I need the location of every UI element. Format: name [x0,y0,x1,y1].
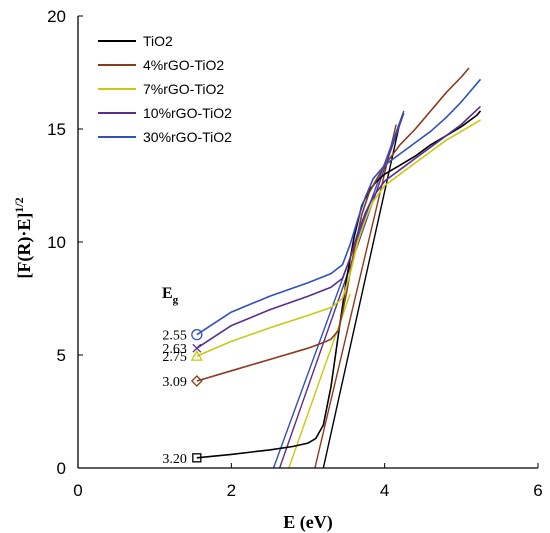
fit-line [278,112,405,469]
eg-marker [190,349,203,361]
y-axis-label: [F(R)·E]1/2 [12,197,35,278]
series-line [196,67,470,382]
y-axis-label-superscript: 1/2 [12,197,26,212]
legend-label: TiO2 [143,33,173,49]
x-tick-label: 6 [533,481,542,500]
legend-label: 30%rGO-TiO2 [143,129,232,145]
legend-label: 7%rGO-TiO2 [143,81,224,97]
eg-marker [191,329,203,341]
y-tick-label: 0 [57,459,66,478]
eg-value-label: 2.55 [162,329,187,344]
eg-value-label: 3.20 [162,452,187,467]
eg-value-label: 2.75 [162,350,187,365]
eg-markers: 3.20 3.09 2.752.632.55 [162,329,203,467]
eg-heading: Eg [162,285,179,306]
series-line [196,119,481,357]
eg-heading-subscript: g [173,294,179,306]
series-line [196,110,482,459]
legend-label: 10%rGO-TiO2 [143,105,232,121]
y-tick-label: 20 [47,7,66,26]
fit-line [314,124,397,469]
legend-label: 4%rGO-TiO2 [143,57,224,73]
x-tick-label: 4 [380,481,389,500]
eg-value-label: 3.09 [162,375,187,390]
x-tick-label: 2 [227,481,236,500]
eg-marker [190,375,203,387]
tick-labels: 0 2 4 6 0 5 10 15 20 [47,7,543,500]
eg-value-label: 2.63 [162,342,187,357]
x-tick-label: 0 [73,481,82,500]
series-line [196,78,482,336]
x-axis-label: E (eV) [283,512,332,533]
y-tick-label: 5 [57,346,66,365]
series-line [196,105,482,349]
y-tick-label: 10 [47,233,66,252]
y-tick-label: 15 [47,120,66,139]
fit-line [322,122,401,469]
eg-marker [192,343,202,353]
y-axis-label-main: [F(R)·E] [14,213,35,279]
eg-marker [192,453,202,463]
legend: TiO2 4%rGO-TiO2 7%rGO-TiO2 10%rGO-TiO2 30%rG… [98,33,232,145]
eg-heading-symbol: E [162,285,173,302]
series-group [196,67,482,459]
